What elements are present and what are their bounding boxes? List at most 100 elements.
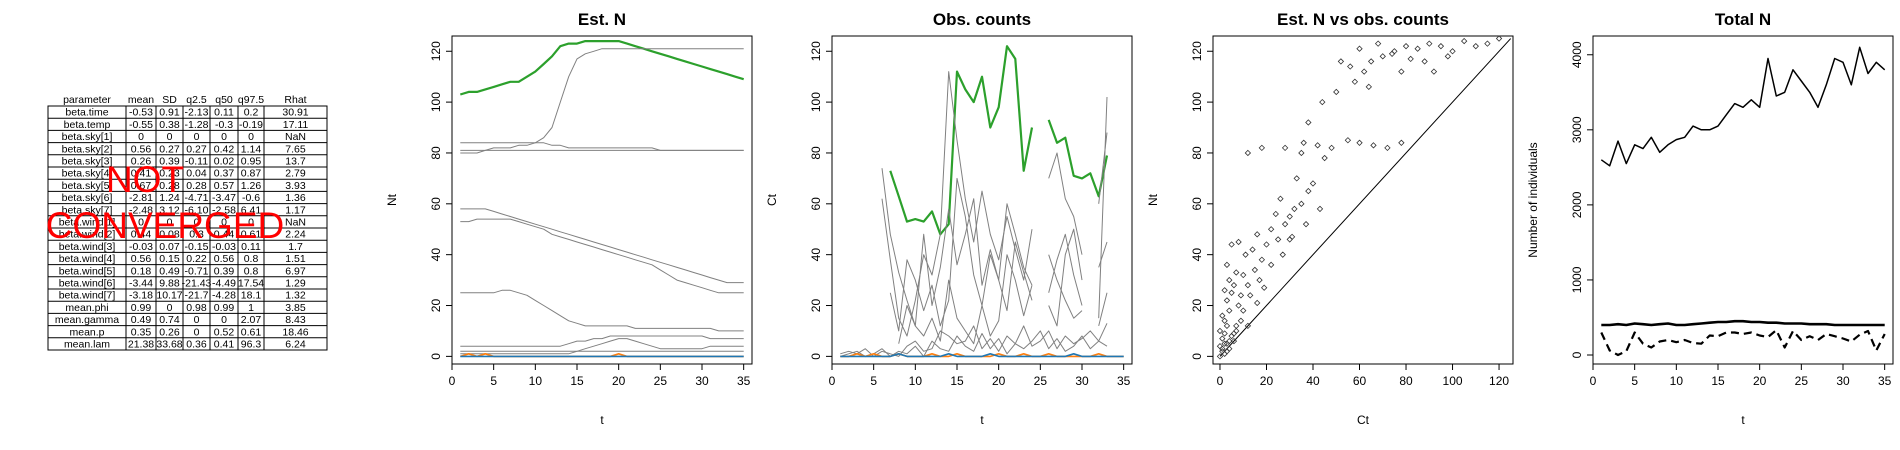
table-cell: 0.28 bbox=[186, 180, 207, 192]
table-header-cell: q97.5 bbox=[238, 94, 264, 106]
scatter-point bbox=[1356, 45, 1363, 52]
table-cell: -21.7 bbox=[185, 290, 209, 302]
table-cell: 18.1 bbox=[241, 290, 262, 302]
table-cell: 0 bbox=[167, 302, 173, 314]
table-cell: -2.48 bbox=[129, 204, 153, 216]
y-tick-label: 0 bbox=[429, 353, 443, 360]
table-cell: NaN bbox=[285, 217, 306, 229]
scatter-point bbox=[1328, 144, 1335, 152]
table-cell: beta.wind[2] bbox=[59, 229, 116, 241]
series-line-9 bbox=[460, 338, 744, 355]
table-cell: beta.wind[4] bbox=[59, 253, 116, 265]
scatter-point bbox=[1430, 68, 1438, 75]
table-cell: 0.38 bbox=[159, 119, 180, 131]
scatter-point bbox=[1226, 307, 1233, 314]
table-cell: beta.wind[1] bbox=[59, 217, 116, 229]
table-cell: 0.41 bbox=[131, 168, 152, 180]
scatter-point bbox=[1240, 307, 1247, 314]
table-cell: -0.3 bbox=[215, 119, 233, 131]
x-tick-label: 20 bbox=[992, 374, 1006, 388]
table-cell: 0.42 bbox=[214, 143, 235, 155]
series-line-8 bbox=[460, 335, 744, 347]
series-line-7 bbox=[460, 289, 744, 332]
x-tick-label: 10 bbox=[1670, 374, 1684, 388]
y-tick-label: 3000 bbox=[1570, 116, 1584, 143]
scatter-point bbox=[1230, 337, 1238, 345]
table-cell: -4.28 bbox=[212, 290, 236, 302]
table-cell: mean.p bbox=[69, 326, 104, 338]
scatter-point bbox=[1305, 119, 1312, 126]
x-tick-label: 5 bbox=[870, 374, 877, 388]
table-cell: -4.71 bbox=[185, 192, 209, 204]
table-cell: -0.53 bbox=[129, 107, 153, 119]
scatter-point bbox=[1319, 98, 1326, 106]
x-tick-label: 40 bbox=[1306, 374, 1320, 388]
table-cell: 2.79 bbox=[285, 168, 306, 180]
table-cell: 0 bbox=[221, 217, 227, 229]
table-cell: beta.wind[6] bbox=[59, 278, 116, 290]
table-cell: -3.18 bbox=[129, 290, 153, 302]
table-cell: 0.41 bbox=[214, 339, 235, 351]
scatter-point bbox=[1426, 40, 1433, 47]
scatter-point bbox=[1242, 251, 1249, 258]
scatter-point bbox=[1484, 40, 1491, 47]
table-cell: 0.57 bbox=[214, 180, 235, 192]
plot-title: Est. N bbox=[578, 10, 626, 29]
y-tick-label: 4000 bbox=[1570, 41, 1584, 68]
x-tick-label: 100 bbox=[1443, 374, 1463, 388]
table-cell: 3.93 bbox=[285, 180, 306, 192]
table-cell: -0.11 bbox=[185, 156, 208, 168]
y-tick-label: 100 bbox=[809, 92, 823, 112]
table-header-cell: q2.5 bbox=[186, 94, 207, 106]
table-cell: 33.68 bbox=[156, 339, 182, 351]
table-cell: 0.8 bbox=[244, 265, 259, 277]
series-line-7 bbox=[840, 323, 1108, 357]
scatter-point bbox=[1219, 312, 1226, 319]
series-line-2 bbox=[881, 71, 1108, 337]
table-cell: 0 bbox=[138, 217, 144, 229]
panel-1: Est. N 0 5 10 15 20 25 30 35 0 20 40 60 80 100 120 t Nt bbox=[385, 10, 753, 427]
table-cell: beta.sky[2] bbox=[62, 143, 113, 155]
table-cell: 0.56 bbox=[131, 143, 152, 155]
table-cell: mean.gamma bbox=[55, 314, 119, 326]
table-cell: 0.15 bbox=[159, 253, 180, 265]
scatter-point bbox=[1374, 40, 1382, 47]
scatter-point bbox=[1298, 200, 1305, 207]
y-axis-label: Nt bbox=[1146, 193, 1160, 206]
y-tick-label: 1000 bbox=[1570, 266, 1584, 293]
table-cell: 1.26 bbox=[241, 180, 262, 192]
table-cell: 9.88 bbox=[159, 278, 180, 290]
table-cell: 13.7 bbox=[285, 156, 306, 168]
plot-frame bbox=[831, 35, 1133, 365]
y-tick-label: 100 bbox=[429, 92, 443, 112]
x-axis-label: t bbox=[600, 413, 604, 427]
table-cell: 0.2 bbox=[244, 107, 259, 119]
scatter-point bbox=[1223, 261, 1231, 269]
table-header-cell: SD bbox=[162, 94, 177, 106]
scatter-point bbox=[1216, 327, 1224, 335]
table-cell: -0.6 bbox=[242, 192, 260, 204]
scatter-point bbox=[1449, 48, 1456, 55]
table-cell: mean.lam bbox=[64, 339, 110, 351]
table-cell: 0.91 bbox=[159, 107, 180, 119]
table-cell: -2.13 bbox=[185, 107, 209, 119]
scatter-point bbox=[1244, 322, 1252, 330]
scatter-point bbox=[1223, 297, 1231, 304]
table-cell: beta.time bbox=[65, 107, 108, 119]
scatter-point bbox=[1305, 187, 1312, 195]
y-tick-label: 60 bbox=[429, 197, 443, 211]
scatter-point bbox=[1444, 53, 1452, 60]
identity-line bbox=[1219, 38, 1512, 357]
scatter-point bbox=[1314, 142, 1321, 149]
scatter-point bbox=[1347, 63, 1354, 70]
table-cell: -3.44 bbox=[129, 278, 153, 290]
table-cell: 0 bbox=[194, 326, 200, 338]
x-tick-label: 0 bbox=[829, 374, 836, 388]
table-cell: 0.99 bbox=[131, 302, 152, 314]
scatter-point bbox=[1300, 139, 1307, 146]
table-cell: 0.39 bbox=[214, 265, 235, 277]
table-cell: beta.sky[1] bbox=[62, 131, 113, 143]
y-tick-label: 60 bbox=[1190, 197, 1204, 211]
table-cell: 0.52 bbox=[214, 326, 235, 338]
table-cell: 0.37 bbox=[214, 168, 235, 180]
